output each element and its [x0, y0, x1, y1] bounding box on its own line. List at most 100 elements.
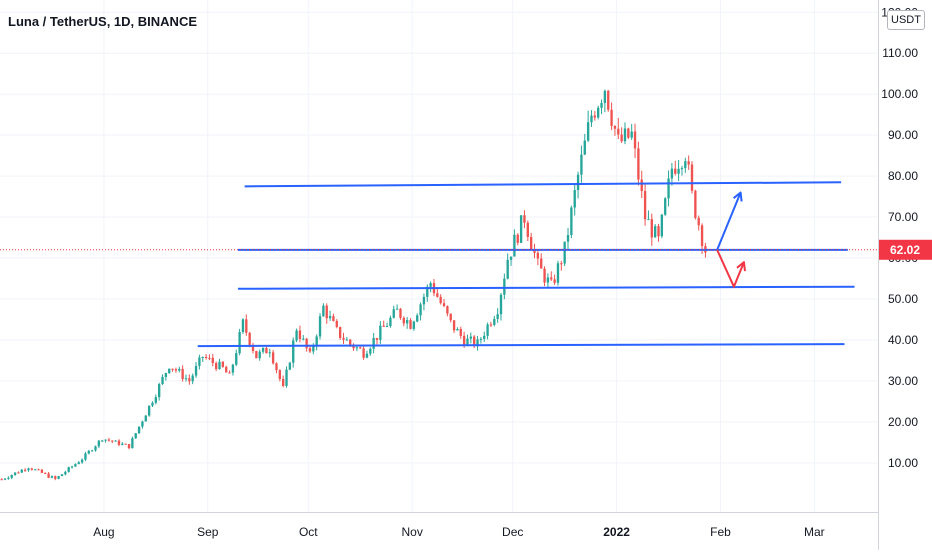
candle-body: [3, 478, 7, 480]
candle-body: [235, 353, 238, 365]
candle-body: [583, 140, 586, 155]
candle-body: [462, 335, 466, 346]
candle-body: [275, 363, 278, 371]
grid: [0, 0, 878, 512]
candle-body: [80, 459, 84, 463]
last-price-label: 62.02: [890, 243, 920, 257]
candle-body: [258, 351, 261, 359]
candle-body: [288, 362, 292, 370]
candle-body: [385, 326, 389, 328]
x-tick-label: Nov: [402, 525, 423, 539]
candle-body: [295, 330, 298, 341]
candle-body: [332, 316, 335, 321]
candle-body: [452, 320, 456, 331]
candle-body: [44, 472, 47, 474]
candle-body: [34, 469, 37, 471]
level-line: [244, 181, 842, 188]
candle-body: [586, 122, 590, 141]
candle-body: [158, 384, 161, 398]
candle-body: [570, 207, 573, 236]
candle-body: [20, 469, 23, 473]
candle-body: [261, 347, 265, 352]
candle-body: [593, 115, 597, 118]
candle-body: [161, 376, 164, 385]
candle-body: [37, 469, 40, 471]
candle-body: [90, 450, 94, 452]
x-tick-label: Oct: [299, 525, 318, 539]
candle-body: [30, 468, 34, 470]
candle-body: [0, 479, 3, 481]
currency-button[interactable]: USDT: [887, 10, 925, 30]
candle-body: [218, 361, 221, 370]
candle-body: [365, 353, 369, 358]
candle-body: [620, 134, 623, 142]
x-tick-label: Mar: [804, 525, 825, 539]
candle-body: [271, 352, 275, 364]
candle-body: [67, 467, 70, 472]
arrow-down-head: [736, 261, 746, 272]
candle-body: [369, 348, 372, 354]
candle-body: [550, 277, 553, 280]
candle-body: [87, 450, 90, 454]
candle-body: [590, 115, 593, 123]
candle-body: [399, 308, 402, 318]
candle-body: [633, 131, 637, 149]
candle-body: [529, 236, 533, 250]
candle-body: [231, 364, 235, 373]
y-tick-label: 100.00: [881, 87, 918, 101]
candle-body: [379, 325, 382, 340]
candle-body: [191, 375, 194, 382]
candle-body: [94, 446, 97, 451]
candle-body: [318, 316, 322, 337]
candle-body: [449, 313, 452, 321]
candle-body: [178, 368, 181, 371]
candle-body: [610, 109, 613, 127]
candle-body: [137, 426, 141, 434]
candle-body: [493, 318, 496, 325]
candle-body: [476, 339, 479, 347]
candle-body: [312, 345, 315, 352]
candle-body: [674, 168, 677, 174]
candle-body: [201, 356, 204, 358]
candle-body: [580, 154, 583, 175]
candle-body: [64, 471, 67, 475]
candle-body: [402, 317, 405, 324]
candle-body: [483, 335, 486, 339]
candle-body: [141, 421, 144, 427]
x-tick-label: Sep: [197, 525, 219, 539]
candle-body: [107, 439, 111, 441]
candle-body: [372, 337, 375, 349]
candle-body: [111, 440, 114, 442]
candle-body: [355, 347, 359, 349]
candle-body: [221, 361, 225, 367]
candle-body: [389, 317, 392, 327]
candle-body: [603, 90, 607, 104]
candle-body: [60, 474, 64, 477]
candle-body: [489, 324, 493, 326]
candles: [0, 89, 707, 481]
candle-body: [426, 286, 429, 297]
candle-body: [174, 369, 178, 371]
candle-body: [359, 347, 362, 349]
x-axis-ticks: Aug Sep Oct Nov Dec 2022 Feb Mar: [93, 525, 824, 539]
candle-body: [315, 336, 318, 346]
candle-body: [208, 357, 211, 359]
candle-body: [77, 462, 80, 465]
candle-body: [245, 319, 248, 333]
candle-body: [690, 164, 694, 191]
candle-body: [335, 320, 338, 327]
chart-title: Luna / TetherUS, 1D, BINANCE: [8, 14, 198, 29]
candle-body: [456, 328, 459, 331]
candle-body: [546, 277, 550, 283]
y-tick-label: 10.00: [888, 456, 918, 470]
candle-body: [211, 357, 214, 364]
candle-body: [395, 308, 399, 310]
candle-body: [392, 309, 395, 318]
candle-body: [576, 174, 580, 191]
level-line: [197, 343, 845, 348]
candle-body: [194, 365, 198, 376]
candle-body: [328, 316, 332, 319]
candle-body: [54, 476, 57, 479]
candle-body: [248, 332, 251, 345]
